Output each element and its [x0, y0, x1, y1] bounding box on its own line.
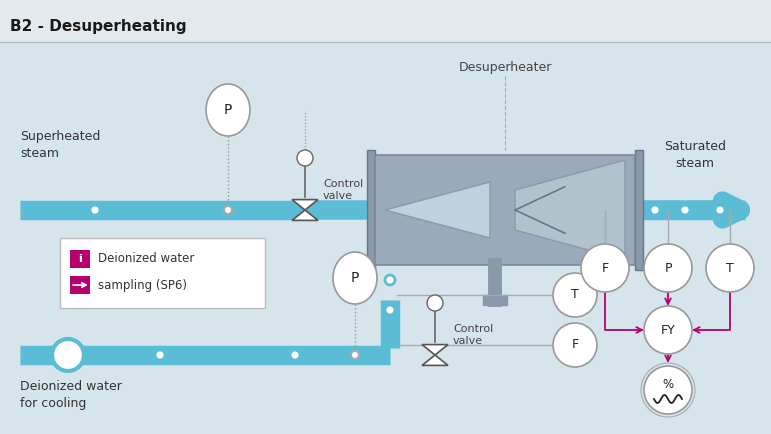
Text: Deionized water
for cooling: Deionized water for cooling — [20, 380, 122, 410]
Circle shape — [706, 244, 754, 292]
FancyBboxPatch shape — [70, 276, 90, 294]
Text: F: F — [601, 262, 608, 274]
Polygon shape — [385, 182, 490, 238]
Circle shape — [715, 205, 725, 215]
Text: Control
valve: Control valve — [453, 324, 493, 346]
Text: sampling (SP6): sampling (SP6) — [98, 279, 187, 292]
Polygon shape — [292, 210, 318, 220]
Circle shape — [650, 205, 660, 215]
Polygon shape — [422, 355, 448, 365]
Ellipse shape — [206, 84, 250, 136]
Circle shape — [427, 295, 443, 311]
FancyBboxPatch shape — [70, 250, 90, 268]
Text: P: P — [665, 262, 672, 274]
Bar — [635, 150, 643, 270]
FancyBboxPatch shape — [60, 238, 265, 308]
Text: Superheated
steam: Superheated steam — [20, 130, 100, 160]
Bar — [375, 155, 635, 265]
Text: P: P — [224, 103, 232, 117]
Polygon shape — [515, 160, 625, 260]
Polygon shape — [422, 345, 448, 355]
Text: T: T — [571, 289, 579, 302]
Text: Deionized water: Deionized water — [98, 253, 194, 266]
Circle shape — [290, 350, 300, 360]
Circle shape — [297, 150, 313, 166]
Polygon shape — [292, 200, 318, 210]
Text: Desuperheater: Desuperheater — [458, 62, 552, 75]
Circle shape — [644, 366, 692, 414]
Circle shape — [385, 275, 395, 285]
Circle shape — [224, 206, 232, 214]
Circle shape — [351, 351, 359, 359]
Circle shape — [155, 350, 165, 360]
Text: B2 - Desuperheating: B2 - Desuperheating — [10, 19, 187, 33]
Circle shape — [52, 339, 84, 371]
Ellipse shape — [333, 252, 377, 304]
Text: i: i — [78, 254, 82, 264]
Circle shape — [385, 305, 395, 315]
Circle shape — [644, 244, 692, 292]
Circle shape — [90, 205, 100, 215]
Circle shape — [581, 244, 629, 292]
Circle shape — [644, 306, 692, 354]
Circle shape — [553, 273, 597, 317]
Text: P: P — [351, 271, 359, 285]
Text: T: T — [726, 262, 734, 274]
Text: FY: FY — [661, 323, 675, 336]
Circle shape — [553, 323, 597, 367]
Circle shape — [680, 205, 690, 215]
Text: %: % — [662, 378, 674, 391]
Text: Control
valve: Control valve — [323, 179, 363, 201]
Text: F: F — [571, 339, 578, 352]
Bar — [367, 150, 375, 270]
Text: Saturated
steam: Saturated steam — [664, 140, 726, 170]
